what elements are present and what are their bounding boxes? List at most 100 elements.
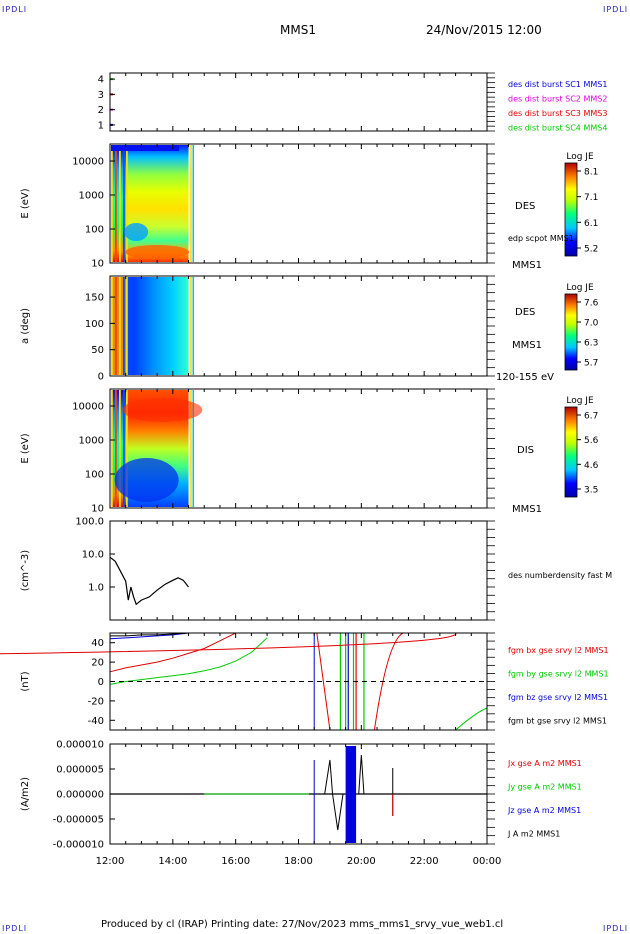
field-trace [316, 632, 331, 731]
panel-label: MMS1 [512, 260, 542, 271]
y-axis-label: (nT) [20, 671, 31, 691]
y-tick-label: 0 [98, 372, 104, 383]
spectrogram-blob [114, 458, 179, 502]
legend-entry: Jz gse A m2 MMS1 [507, 806, 581, 815]
data-edge-stripe [189, 277, 193, 375]
panel-label: MMS1 [512, 340, 542, 351]
legend-entry: Jy gse A m2 MMS1 [507, 783, 582, 792]
colorbar-tick-label: 7.0 [584, 319, 599, 329]
y-tick-label: 10000 [72, 401, 104, 412]
data-edge-stripe [189, 390, 193, 507]
spectrogram-band [111, 145, 180, 151]
legend-entry: fgm bx gse srvy l2 MMS1 [508, 646, 609, 655]
legend-entry: J A m2 MMS1 [507, 830, 560, 839]
panel-label: DES [515, 307, 535, 318]
y-tick-label: -20 [88, 696, 104, 707]
y-tick-label: 100 [85, 319, 104, 330]
series-line [109, 632, 236, 673]
colorbar [564, 406, 578, 498]
legend-entry: des dist burst SC3 MMS3 [508, 109, 607, 118]
spectrogram-band [122, 398, 203, 422]
field-trace [373, 632, 404, 731]
y-tick-label: -0.000010 [53, 840, 104, 851]
spectrogram-stripe [123, 390, 125, 507]
panel-label: DES [515, 201, 535, 212]
legend-entry: des dist burst SC1 MMS1 [508, 80, 607, 89]
spectrogram-stripe [126, 390, 128, 507]
colorbar-tick-label: 5.2 [584, 245, 598, 255]
colorbar [564, 162, 578, 257]
series-line [109, 637, 268, 685]
spectrogram-stripe [119, 277, 121, 375]
series-line [110, 632, 189, 637]
colorbar-tick-label: 5.7 [584, 359, 598, 369]
legend-entry: des dist burst SC4 MMS4 [508, 124, 607, 133]
legend-entry: des numberdensity fast M [508, 571, 612, 580]
footer-credits: Produced by cl (IRAP) Printing date: 27/… [101, 919, 504, 930]
y-tick-label: 40 [91, 638, 104, 649]
y-tick-label: 100.0 [75, 517, 104, 528]
data-edge-stripe [192, 390, 195, 507]
colorbar-tick-label: 5.6 [584, 436, 599, 446]
panel-frame [109, 72, 488, 132]
y-axis-label: E (eV) [20, 433, 31, 463]
spectrogram-stripe [115, 390, 117, 507]
colorbar [564, 293, 578, 371]
colorbar-tick-label: 3.5 [584, 486, 598, 496]
colorbar-tick-label: 8.1 [584, 168, 598, 178]
corner-tag-top-left: IPDLI [2, 5, 28, 14]
panel-label: DIS [517, 445, 534, 456]
colorbar-tick-label: 7.6 [584, 299, 599, 309]
y-tick-label: 3 [98, 90, 104, 101]
colorbar-tick-label: 6.1 [584, 219, 598, 229]
y-tick-label: 150 [85, 293, 104, 304]
legend-entry: Jx gse A m2 MMS1 [507, 759, 582, 768]
colorbar-title: Log JE [566, 152, 594, 162]
y-axis-label: E (eV) [20, 188, 31, 218]
y-tick-label: 100 [85, 469, 104, 480]
y-tick-label: 0.000005 [56, 765, 104, 776]
y-tick-label: 50 [91, 345, 104, 356]
x-tick-label: 12:00 [96, 856, 125, 867]
current-trace [358, 754, 365, 795]
y-tick-label: 10 [91, 259, 104, 270]
spectrogram-stripe [115, 145, 117, 262]
panel-label: 120-155 eV [496, 372, 554, 383]
field-trace [0, 632, 457, 655]
y-axis-label: a (deg) [20, 308, 31, 344]
data-edge-stripe [192, 145, 195, 262]
panel-frame [109, 520, 488, 621]
x-tick-label: 14:00 [158, 856, 187, 867]
panel-label: edp scpot MMS1 [508, 234, 574, 243]
legend-entry: fgm bt gse srvy l2 MMS1 [508, 717, 607, 726]
colorbar-tick-label: 4.6 [584, 461, 599, 471]
y-tick-label: -40 [88, 716, 104, 727]
field-trace [455, 707, 488, 731]
corner-tag-bottom-right: IPDLI [603, 924, 629, 933]
y-tick-label: 10000 [72, 156, 104, 167]
spectrogram-stripe [115, 277, 117, 375]
spectrogram-stripe [126, 145, 128, 262]
current-burst [345, 746, 357, 843]
spectrogram-stripe [111, 145, 113, 262]
header-spacecraft: MMS1 [280, 23, 316, 37]
y-tick-label: 10 [91, 504, 104, 515]
corner-tag-bottom-left: IPDLI [2, 924, 28, 933]
current-trace [324, 759, 344, 831]
y-tick-label: 2 [98, 105, 104, 116]
y-tick-label: 1.0 [88, 583, 104, 594]
colorbar-title: Log JE [566, 283, 594, 293]
spectrogram-stripe [119, 390, 121, 507]
series-line [109, 632, 189, 640]
y-tick-label: 0 [98, 677, 104, 688]
legend-entry: fgm bz gse srvy l2 MMS1 [508, 693, 608, 702]
y-tick-label: 0.000000 [56, 790, 104, 801]
y-axis-label: (cm^-3) [20, 550, 31, 591]
legend-entry: fgm by gse srvy l2 MMS1 [508, 670, 609, 679]
series-line [109, 556, 189, 606]
y-tick-label: 1000 [79, 190, 104, 201]
colorbar-tick-label: 6.3 [584, 339, 598, 349]
panel-label: MMS1 [512, 504, 542, 515]
y-tick-label: 4 [98, 75, 104, 86]
